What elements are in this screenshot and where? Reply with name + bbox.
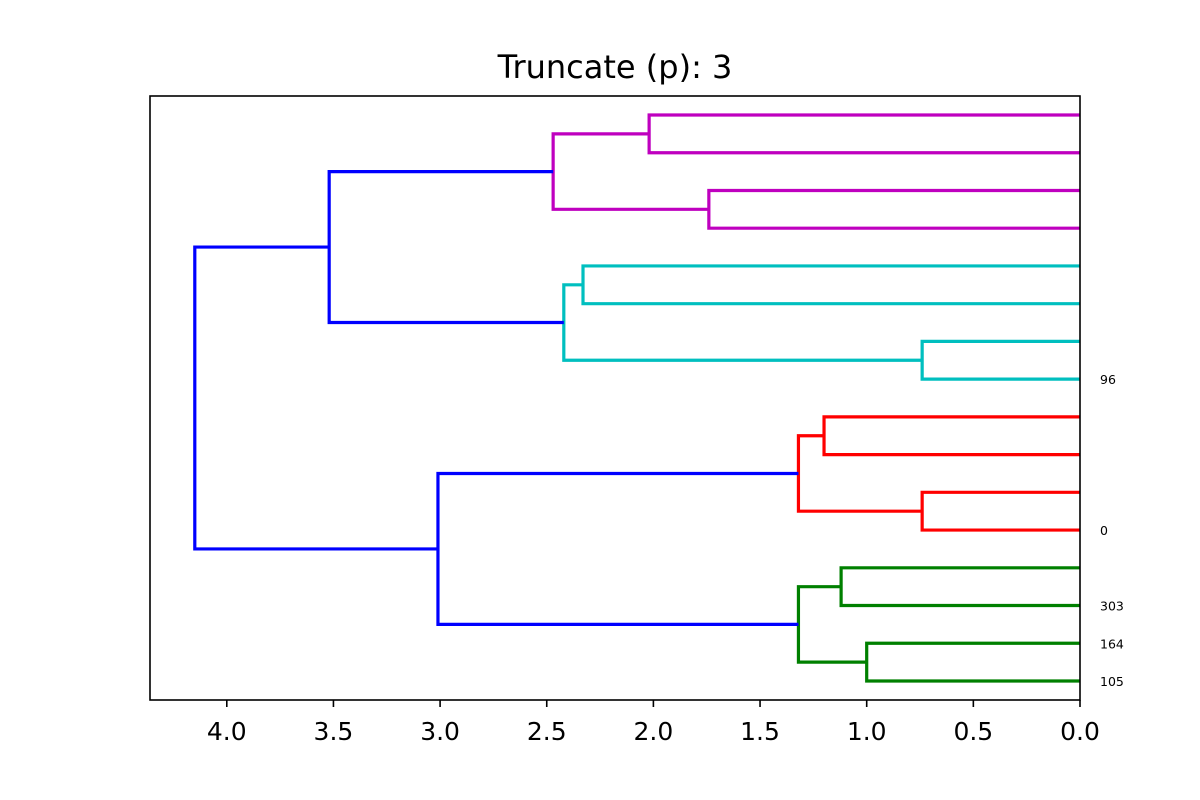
leaf-labels: 96 0 303 164 105 (1100, 372, 1124, 689)
leaf-label: 96 (1100, 372, 1116, 387)
dendrogram-link (581, 264, 1080, 306)
dendrogram-link (796, 434, 923, 513)
x-tick-label: 2.0 (634, 717, 674, 746)
x-tick-label: 1.5 (740, 717, 780, 746)
dendrogram-link (551, 132, 709, 211)
dendrogram-link (193, 245, 438, 551)
dendrogram-link (647, 113, 1080, 155)
x-tick-label: 3.5 (314, 717, 354, 746)
x-tick-label: 0.5 (953, 717, 993, 746)
leaf-label: 164 (1100, 636, 1124, 651)
dendrogram-link (707, 188, 1080, 230)
dendrogram-link (865, 641, 1080, 683)
dendrogram-link (562, 283, 923, 362)
dendrogram-link (839, 566, 1080, 608)
x-tick-label: 4.0 (207, 717, 247, 746)
dendrogram-link (327, 170, 564, 325)
dendrogram-link (920, 490, 1080, 532)
x-tick-label: 2.5 (527, 717, 567, 746)
dendrogram-link (796, 585, 867, 664)
plot-frame (149, 95, 1081, 701)
leaf-label: 303 (1100, 599, 1124, 614)
x-axis: 4.0 3.5 3.0 2.5 2.0 1.5 1.0 0.5 0.0 (207, 700, 1100, 746)
leaf-label: 0 (1100, 523, 1108, 538)
dendrogram-link (436, 471, 799, 626)
chart-title: Truncate (p): 3 (497, 48, 733, 86)
dendrogram-link (822, 415, 1080, 457)
leaf-label: 105 (1100, 674, 1124, 689)
x-tick-label: 1.0 (847, 717, 887, 746)
dendrogram-links (193, 113, 1080, 683)
x-tick-label: 3.0 (420, 717, 460, 746)
x-tick-label: 0.0 (1060, 717, 1100, 746)
dendrogram-link (920, 339, 1080, 381)
